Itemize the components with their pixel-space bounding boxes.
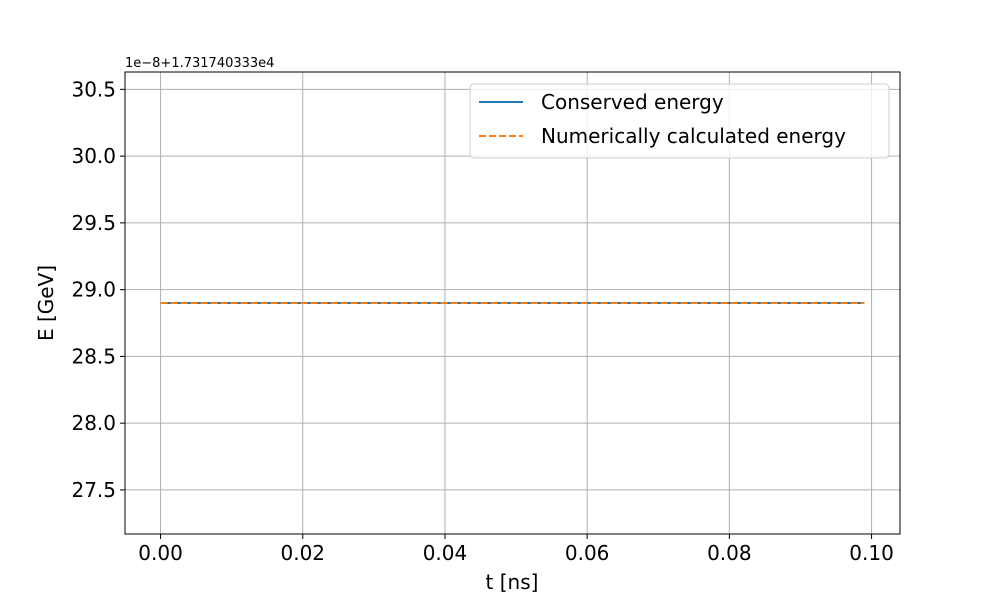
- y-tick-label: 30.0: [71, 144, 116, 168]
- legend-entry-label: Conserved energy: [541, 90, 724, 114]
- x-tick-label: 0.00: [138, 541, 183, 565]
- y-tick-label: 30.5: [71, 77, 116, 101]
- x-tick-label: 0.08: [707, 541, 752, 565]
- x-tick-label: 0.10: [849, 541, 894, 565]
- y-tick-label: 27.5: [71, 478, 116, 502]
- plot-frame: [124, 71, 901, 535]
- legend: Conserved energy Numerically calculated e…: [469, 83, 890, 159]
- y-offset-label: 1e−8+1.731740333e4: [125, 56, 274, 71]
- x-tick-label: 0.04: [423, 541, 468, 565]
- ticks: 0.00 0.02 0.04 0.06 0.08 0.10 27.5 28.0 28.5 29.0…: [71, 77, 893, 565]
- y-tick-label: 28.5: [71, 344, 116, 368]
- y-tick-label: 29.5: [71, 211, 116, 235]
- y-axis-label: E [GeV]: [34, 265, 58, 341]
- legend-entry-label: Numerically calculated energy: [541, 124, 846, 148]
- x-axis-label: t [ns]: [486, 570, 539, 594]
- x-tick-label: 0.06: [565, 541, 610, 565]
- y-tick-label: 28.0: [71, 411, 116, 435]
- x-tick-label: 0.02: [280, 541, 325, 565]
- legend-box: [469, 83, 890, 159]
- y-tick-label: 29.0: [71, 278, 116, 302]
